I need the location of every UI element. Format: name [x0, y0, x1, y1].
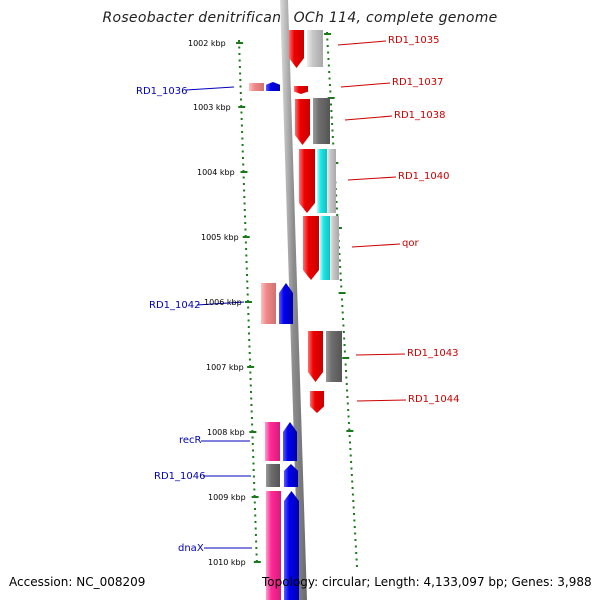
ruler-label-1010: 1010 kbp — [208, 558, 246, 567]
gene-rd1-1036[interactable] — [266, 82, 280, 91]
gene-rd1-1036-pink[interactable] — [249, 83, 264, 91]
ruler-label-1004: 1004 kbp — [197, 168, 235, 177]
leader-rd1-1044 — [356, 399, 407, 402]
gene-recr[interactable] — [283, 422, 297, 461]
ruler-label-1002: 1002 kbp — [188, 39, 226, 48]
gene-label-rd1-1043[interactable]: RD1_1043 — [407, 348, 458, 359]
gene-rd1-1037[interactable] — [294, 86, 308, 94]
gene-recr-magenta[interactable] — [265, 422, 280, 461]
leader-rd1-1038 — [344, 115, 393, 121]
gene-rd1-1043-neighbor[interactable] — [326, 331, 342, 382]
label-leader-lines — [185, 40, 407, 549]
gene-label-rd1-1042[interactable]: RD1_1042 — [149, 300, 200, 311]
gene-label-rd1-1036[interactable]: RD1_1036 — [136, 86, 187, 97]
gene-label-rd1-1046[interactable]: RD1_1046 — [154, 471, 205, 482]
leader-rd1-1036 — [185, 86, 235, 91]
gene-label-recr[interactable]: recR — [179, 435, 202, 446]
gene-qor[interactable] — [303, 216, 319, 280]
gene-label-qor[interactable]: qor — [402, 238, 419, 249]
leader-rd1-1035 — [337, 40, 387, 46]
gene-rd1-1035[interactable] — [289, 30, 304, 68]
gene-rd1-1038[interactable] — [295, 99, 310, 145]
map-title: Roseobacter denitrificans OCh 114, compl… — [102, 10, 498, 26]
gene-rd1-1040[interactable] — [299, 149, 315, 213]
gene-dnax[interactable] — [284, 491, 299, 600]
genome-summary-text: Topology: circular; Length: 4,133,097 bp… — [262, 575, 592, 589]
gene-rd1-1046-gray[interactable] — [266, 464, 280, 487]
gene-label-rd1-1040[interactable]: RD1_1040 — [398, 171, 449, 182]
ruler-label-1006: 1006 kbp — [204, 298, 242, 307]
leader-rd1-1040 — [347, 176, 397, 181]
gene-features — [249, 30, 342, 600]
gene-rd1-1042-pink[interactable] — [261, 283, 276, 324]
leader-rd1-1042 — [196, 301, 245, 306]
gene-label-rd1-1044[interactable]: RD1_1044 — [408, 394, 459, 405]
ruler-label-1008: 1008 kbp — [207, 428, 245, 437]
ruler-labels: 1002 kbp 1003 kbp 1004 kbp 1005 kbp 1006… — [188, 39, 246, 567]
gene-rd1-1042[interactable] — [279, 283, 293, 324]
gene-rd1-1038-neighbor[interactable] — [313, 98, 330, 144]
gene-rd1-1046[interactable] — [284, 464, 298, 487]
gene-label-dnax[interactable]: dnaX — [178, 543, 204, 554]
accession-text: Accession: NC_008209 — [9, 575, 146, 589]
gene-rd1-1040-cyan[interactable] — [317, 149, 327, 213]
leader-rd1-1037 — [340, 82, 391, 88]
gene-labels: RD1_1035 RD1_1037 RD1_1038 RD1_1040 qor … — [136, 35, 459, 554]
gene-rd1-1043[interactable] — [308, 331, 323, 382]
gene-dnax-magenta[interactable] — [266, 491, 281, 600]
gene-qor-cyan[interactable] — [320, 216, 330, 280]
ruler-label-1005: 1005 kbp — [201, 233, 239, 242]
gene-rd1-1035-neighbor[interactable] — [307, 30, 323, 67]
leader-qor — [351, 243, 401, 248]
gene-label-rd1-1038[interactable]: RD1_1038 — [394, 110, 445, 121]
gene-rd1-1040-neighbor[interactable] — [327, 149, 336, 213]
leader-rd1-1043 — [355, 353, 406, 356]
sequence-backbone — [280, 0, 307, 600]
ruler-label-1007: 1007 kbp — [206, 363, 244, 372]
ruler-left-column — [236, 40, 261, 563]
ruler-label-1009: 1009 kbp — [208, 493, 246, 502]
gene-qor-neighbor[interactable] — [330, 216, 339, 280]
gene-label-rd1-1035[interactable]: RD1_1035 — [388, 35, 439, 46]
gene-label-rd1-1037[interactable]: RD1_1037 — [392, 77, 443, 88]
ruler-label-1003: 1003 kbp — [193, 103, 231, 112]
gene-rd1-1044[interactable] — [310, 391, 324, 413]
